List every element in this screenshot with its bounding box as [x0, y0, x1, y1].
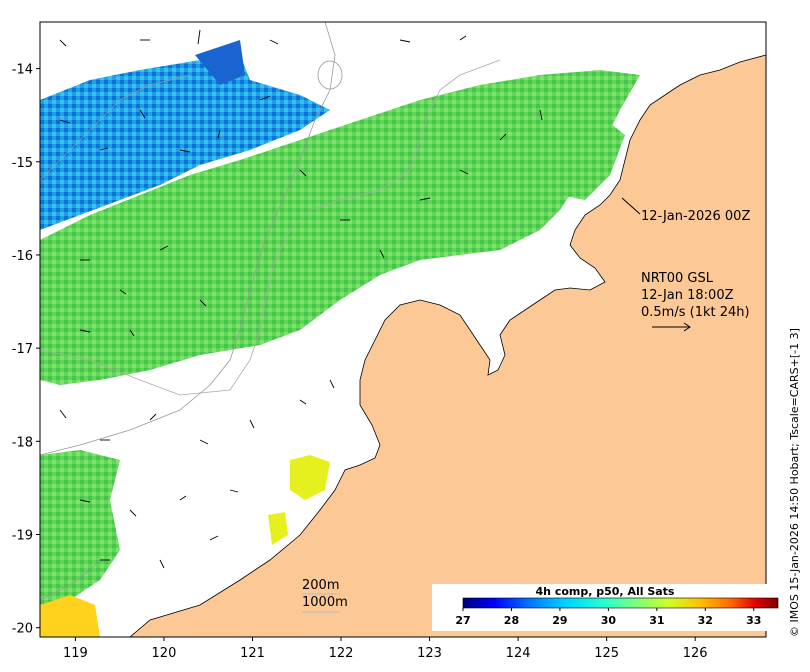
sst-patch-coastal-yellow-2 — [268, 512, 288, 545]
y-tick-label: -16 — [12, 249, 33, 264]
contour-offshore — [40, 74, 191, 181]
current-arrows — [59, 29, 543, 569]
x-tick-label: 121 — [240, 646, 265, 661]
contour-deep — [40, 559, 101, 601]
land-mass — [129, 22, 766, 637]
x-tick-label: 122 — [329, 646, 354, 661]
contour-island — [317, 60, 343, 90]
sst-patch-coast-green — [560, 115, 625, 200]
x-tick-label: 124 — [506, 646, 531, 661]
model-scale-label: 0.5m/s (1kt 24h) — [641, 305, 750, 320]
axes: 119 120 121 122 123 124 125 126 -14 -15 -16 -17 -18 -… — [12, 63, 708, 661]
y-tick-label: -20 — [12, 622, 33, 637]
sst-patch-nw-blue — [195, 40, 245, 85]
colorbar-tick-label: 31 — [649, 614, 664, 627]
y-tick-label: -14 — [12, 63, 33, 78]
colorbar: 4h comp, p50, All Sats 27 28 29 30 31 32 33 — [432, 584, 779, 631]
sst-patch-warm-corner — [40, 595, 100, 637]
sst-field — [40, 40, 640, 637]
colorbar-gradient — [462, 597, 779, 609]
y-tick-label: -19 — [12, 529, 33, 544]
y-tick-label: -17 — [12, 342, 33, 357]
model-name-label: NRT00 GSL — [641, 271, 714, 286]
date-pointer — [621, 197, 641, 215]
y-tick-label: -15 — [12, 156, 33, 171]
colorbar-ticks: 27 28 29 30 31 32 33 — [455, 608, 761, 627]
credit-text: © IMOS 15-Jan-2026 14:50 Hobart; Tscale=… — [788, 328, 801, 637]
x-tick-label: 123 — [417, 646, 442, 661]
x-tick-label: 119 — [63, 646, 88, 661]
x-tick-label: 120 — [152, 646, 177, 661]
colorbar-tick-label: 29 — [552, 614, 567, 627]
x-tick-label: 126 — [683, 646, 708, 661]
sst-patch-main-green — [40, 70, 640, 385]
colorbar-tick-label: 32 — [698, 614, 713, 627]
contour-1000m — [40, 22, 336, 456]
x-tick-label: 125 — [594, 646, 619, 661]
colorbar-tick-label: 28 — [504, 614, 519, 627]
contour-200m — [40, 59, 501, 396]
sst-patch-north-blue — [40, 55, 330, 230]
sst-patch-sw-green — [40, 450, 120, 605]
colorbar-tick-label: 33 — [746, 614, 761, 627]
model-time-label: 12-Jan 18:00Z — [641, 288, 734, 303]
reference-arrow — [652, 322, 691, 332]
sst-patch-coastal-yellow — [290, 455, 330, 500]
colorbar-tick-label: 27 — [455, 614, 470, 627]
plot-frame — [39, 21, 767, 638]
y-tick-label: -18 — [12, 435, 33, 450]
colorbar-tick-label: 30 — [601, 614, 617, 627]
contour-200m-label: 200m — [302, 578, 339, 593]
contour-1000m-label: 1000m — [302, 595, 348, 610]
colorbar-title: 4h comp, p50, All Sats — [536, 585, 675, 598]
date-label: 12-Jan-2026 00Z — [641, 209, 750, 224]
